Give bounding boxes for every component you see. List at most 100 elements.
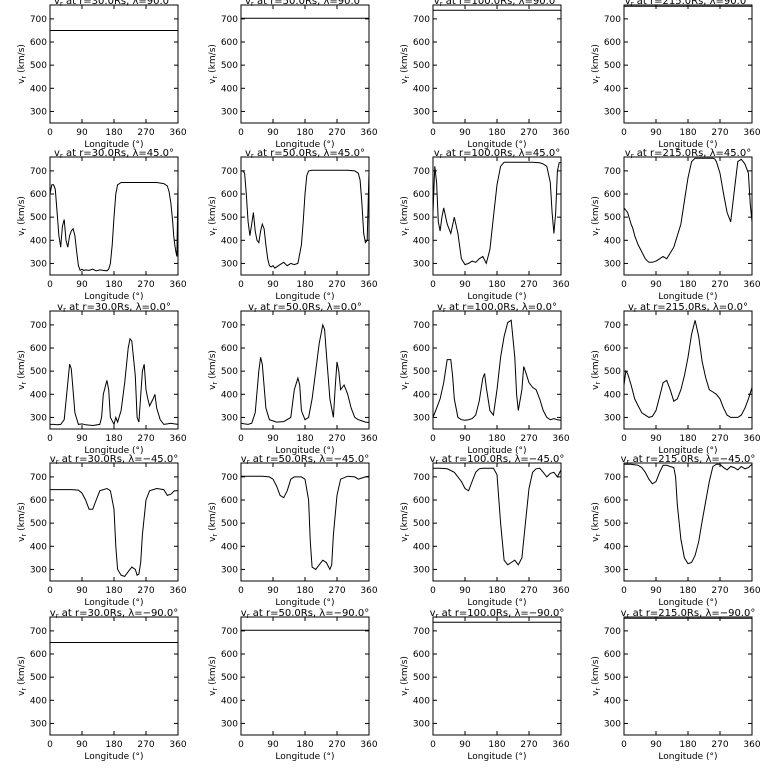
y-tick-label: 400	[413, 696, 430, 706]
y-tick-label: 300	[604, 413, 621, 423]
y-tick-label: 300	[30, 413, 47, 423]
y-tick-label: 300	[604, 259, 621, 269]
y-tick-label: 500	[413, 61, 430, 71]
x-tick-label: 360	[169, 280, 186, 290]
x-axis-label: Longitude (°)	[658, 598, 717, 608]
chart-title: vr at r=100.0Rs, λ=0.0°	[437, 302, 557, 314]
chart-panel: vr at r=215.0Rs, λ=−90.0° 0 90 180 270 360 300…	[591, 608, 761, 762]
y-axis-label: vr (km/s)	[591, 502, 602, 542]
x-tick-label: 270	[137, 280, 154, 290]
x-tick-label: 180	[679, 128, 696, 138]
x-tick-label: 90	[267, 740, 279, 750]
x-tick-label: 270	[711, 280, 728, 290]
y-tick-label: 400	[604, 84, 621, 94]
x-tick-label: 360	[552, 740, 569, 750]
x-tick-label: 270	[520, 586, 537, 596]
y-tick-label: 300	[604, 719, 621, 729]
y-tick-label: 300	[413, 259, 430, 269]
x-tick-label: 0	[238, 586, 244, 596]
plot-frame	[432, 616, 562, 736]
x-axis-label: Longitude (°)	[84, 140, 143, 150]
chart-title: vr at r=215.0Rs, λ=90.0°	[625, 0, 751, 8]
x-tick-label: 90	[76, 434, 88, 444]
y-tick-label: 600	[604, 190, 621, 200]
x-axis-label: Longitude (°)	[275, 446, 334, 456]
chart-panel: vr at r=50.0Rs, λ=90.0° 0 90 180 270 360 300 40…	[208, 0, 378, 150]
y-axis-label: vr (km/s)	[591, 196, 602, 236]
x-tick-label: 360	[360, 434, 377, 444]
x-tick-label: 360	[743, 434, 760, 444]
y-tick-label: 400	[604, 390, 621, 400]
data-series-line	[241, 475, 369, 571]
x-tick-label: 0	[47, 740, 53, 750]
x-tick-label: 0	[430, 586, 436, 596]
y-tick-label: 600	[604, 650, 621, 660]
chart-title: vr at r=50.0Rs, λ=−45.0°	[241, 454, 369, 466]
x-tick-label: 270	[328, 280, 345, 290]
x-tick-label: 0	[47, 434, 53, 444]
x-axis-label: Longitude (°)	[275, 292, 334, 302]
x-axis-label: Longitude (°)	[467, 292, 526, 302]
x-axis-label: Longitude (°)	[467, 598, 526, 608]
x-tick-label: 180	[105, 740, 122, 750]
x-tick-label: 270	[711, 434, 728, 444]
chart-title: vr at r=30.0Rs, λ=−45.0°	[50, 454, 178, 466]
y-tick-label: 400	[221, 696, 238, 706]
x-tick-label: 180	[679, 740, 696, 750]
x-tick-label: 180	[679, 280, 696, 290]
chart-title: vr at r=100.0Rs, λ=−45.0°	[430, 454, 565, 466]
x-tick-label: 90	[650, 280, 662, 290]
plot-frame	[240, 156, 370, 276]
x-tick-label: 180	[296, 280, 313, 290]
x-tick-label: 270	[328, 740, 345, 750]
y-axis-label: vr (km/s)	[17, 350, 28, 390]
y-tick-label: 600	[413, 344, 430, 354]
y-tick-label: 700	[413, 15, 430, 25]
y-tick-label: 700	[221, 627, 238, 637]
y-tick-label: 400	[221, 390, 238, 400]
y-tick-label: 700	[221, 321, 238, 331]
x-tick-label: 270	[328, 586, 345, 596]
y-tick-label: 300	[221, 259, 238, 269]
x-axis-label: Longitude (°)	[275, 752, 334, 762]
chart-panel: vr at r=100.0Rs, λ=45.0° 0 90 180 270 360 300 4…	[400, 148, 570, 302]
chart-panel: vr at r=100.0Rs, λ=−90.0° 0 90 180 270 360 300…	[400, 608, 570, 762]
chart-title: vr at r=50.0Rs, λ=45.0°	[245, 148, 365, 160]
y-tick-label: 600	[30, 190, 47, 200]
x-tick-label: 360	[552, 586, 569, 596]
chart-panel: vr at r=30.0Rs, λ=−45.0° 0 90 180 270 360 300 4…	[17, 454, 187, 608]
x-axis-label: Longitude (°)	[275, 140, 334, 150]
y-axis-label: vr (km/s)	[591, 350, 602, 390]
plot-frame	[240, 4, 370, 124]
y-tick-label: 400	[413, 390, 430, 400]
y-tick-label: 500	[221, 519, 238, 529]
x-tick-label: 180	[105, 128, 122, 138]
x-tick-label: 360	[552, 280, 569, 290]
chart-title: vr at r=100.0Rs, λ=−90.0°	[430, 608, 565, 620]
chart-panel: vr at r=215.0Rs, λ=−45.0° 0 90 180 270 360 300…	[591, 454, 761, 608]
y-tick-label: 300	[30, 107, 47, 117]
data-series-line	[433, 161, 561, 266]
x-tick-label: 270	[711, 586, 728, 596]
plot-frame	[432, 4, 562, 124]
y-axis-label: vr (km/s)	[591, 656, 602, 696]
x-axis-label: Longitude (°)	[467, 752, 526, 762]
x-axis-label: Longitude (°)	[84, 752, 143, 762]
y-tick-label: 400	[604, 542, 621, 552]
plot-frame	[432, 156, 562, 276]
x-tick-label: 180	[105, 586, 122, 596]
y-tick-label: 700	[221, 473, 238, 483]
y-tick-label: 300	[30, 259, 47, 269]
plot-frame	[623, 4, 753, 124]
x-tick-label: 180	[296, 128, 313, 138]
y-tick-label: 600	[30, 344, 47, 354]
y-axis-label: vr (km/s)	[17, 502, 28, 542]
x-axis-label: Longitude (°)	[658, 446, 717, 456]
x-tick-label: 270	[137, 740, 154, 750]
plot-frame	[623, 616, 753, 736]
x-tick-label: 180	[679, 434, 696, 444]
x-tick-label: 360	[743, 128, 760, 138]
y-tick-label: 600	[30, 496, 47, 506]
x-tick-label: 360	[169, 434, 186, 444]
